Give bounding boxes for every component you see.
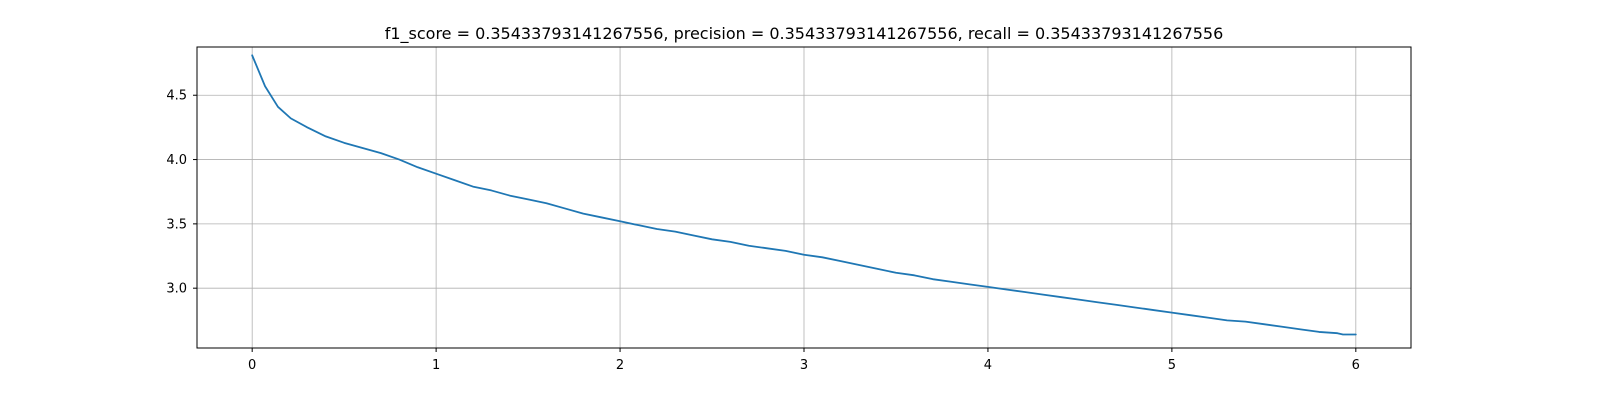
x-tick-label: 6 [1352, 358, 1360, 373]
x-tick-label: 5 [1168, 358, 1176, 373]
x-tick-label: 1 [432, 358, 440, 373]
y-tick-label: 4.5 [166, 89, 187, 104]
grid [197, 47, 1411, 348]
series-line [251, 54, 1357, 336]
y-tick-label: 3.5 [166, 217, 187, 232]
y-tick-label: 4.0 [166, 153, 187, 168]
x-tick-label: 3 [800, 358, 808, 373]
y-tick-label: 3.0 [166, 282, 187, 297]
x-axis: 0 1 2 3 4 5 6 [248, 348, 1360, 373]
y-axis: 3.0 3.5 4.0 4.5 [166, 89, 197, 297]
x-tick-label: 2 [616, 358, 624, 373]
chart-title: f1_score = 0.35433793141267556, precisio… [385, 24, 1224, 44]
x-tick-label: 4 [984, 358, 992, 373]
x-tick-label: 0 [248, 358, 256, 373]
series-layer [251, 54, 1357, 336]
